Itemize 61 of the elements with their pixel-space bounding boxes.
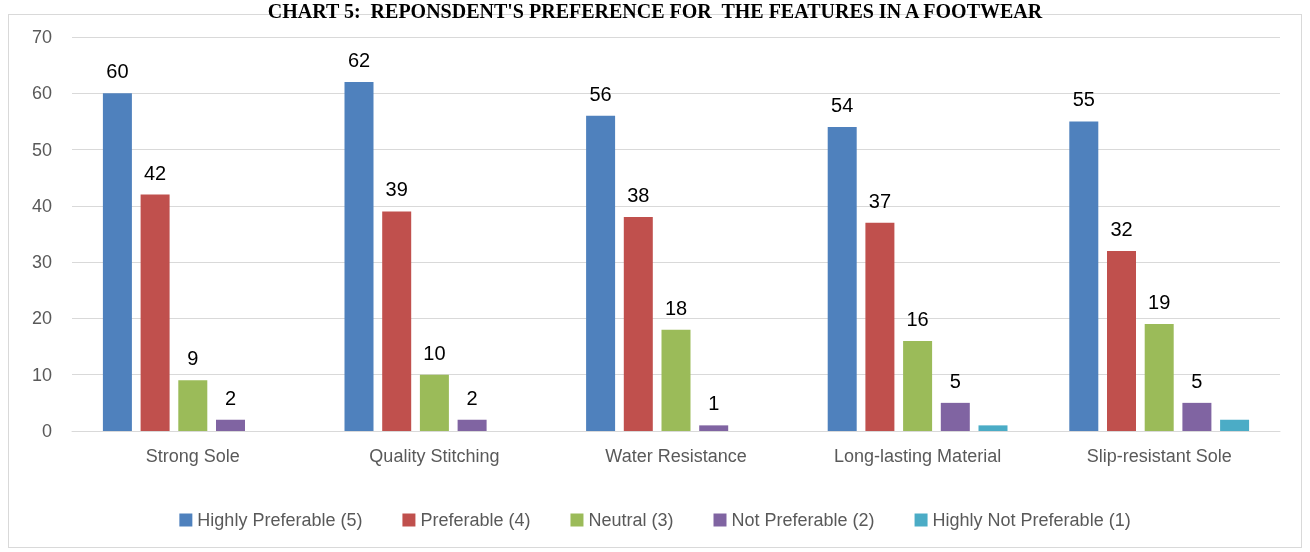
data-label: 19 (1148, 291, 1171, 314)
bar (827, 127, 857, 431)
y-tick-label: 0 (41, 421, 52, 441)
bar (457, 419, 487, 431)
bar (419, 374, 449, 431)
bar (586, 115, 616, 431)
x-tick-label: Quality Stitching (369, 446, 500, 466)
data-label: 5 (1191, 369, 1203, 392)
y-tick-label: 40 (31, 195, 52, 216)
data-label: 10 (423, 341, 446, 364)
chart-title: CHART 5: REPONSDENT'S PREFERENCE FOR THE FEATURES IN A FOOTWEAR (267, 0, 1043, 22)
legend-label: Preferable (4) (420, 510, 531, 530)
data-label: 56 (589, 82, 612, 105)
y-tick-label: 30 (31, 252, 52, 273)
data-label: 38 (627, 184, 650, 207)
data-label: 37 (868, 189, 892, 212)
legend-label: Not Preferable (2) (731, 510, 875, 530)
bar (382, 211, 412, 431)
bar (216, 419, 245, 431)
data-label: 2 (224, 386, 237, 409)
y-tick-label: 10 (31, 364, 52, 385)
bar (1220, 419, 1250, 431)
data-label: 60 (106, 60, 129, 83)
x-tick-label: Long-lasting Material (834, 446, 1002, 466)
y-tick-label: 70 (31, 27, 52, 47)
data-label: 55 (1072, 88, 1095, 111)
data-label: 1 (708, 392, 720, 415)
bar (661, 329, 691, 431)
data-label: 42 (143, 161, 167, 184)
bar (865, 222, 895, 431)
x-tick-label: Slip-resistant Sole (1086, 446, 1232, 466)
bar (178, 380, 208, 431)
bar (623, 217, 653, 431)
y-tick-label: 60 (31, 83, 52, 104)
legend-label: Highly Preferable (5) (197, 510, 363, 530)
data-label: 39 (385, 178, 408, 201)
bar (102, 93, 132, 431)
bar (1144, 324, 1174, 431)
data-label: 16 (906, 307, 929, 330)
y-tick-label: 50 (31, 139, 52, 160)
data-label: 62 (347, 49, 371, 72)
bar (1182, 402, 1212, 431)
data-label: 5 (949, 369, 961, 392)
data-label: 9 (187, 347, 199, 370)
bar (903, 340, 933, 431)
data-label: 18 (664, 296, 688, 319)
data-label: 2 (466, 386, 478, 409)
bar (978, 425, 1008, 431)
legend-label: Highly Not Preferable (1) (932, 510, 1131, 530)
bar (1069, 121, 1099, 431)
x-tick-label: Water Resistance (605, 446, 747, 466)
bar (344, 82, 374, 431)
x-tick-label: Strong Sole (145, 446, 240, 466)
data-label: 54 (831, 94, 854, 117)
data-label: 32 (1110, 217, 1133, 240)
bar (1107, 250, 1136, 431)
bar (140, 194, 170, 431)
bar (940, 402, 970, 431)
legend-label: Neutral (3) (588, 510, 674, 530)
y-tick-label: 20 (31, 308, 52, 329)
bar (699, 425, 729, 431)
